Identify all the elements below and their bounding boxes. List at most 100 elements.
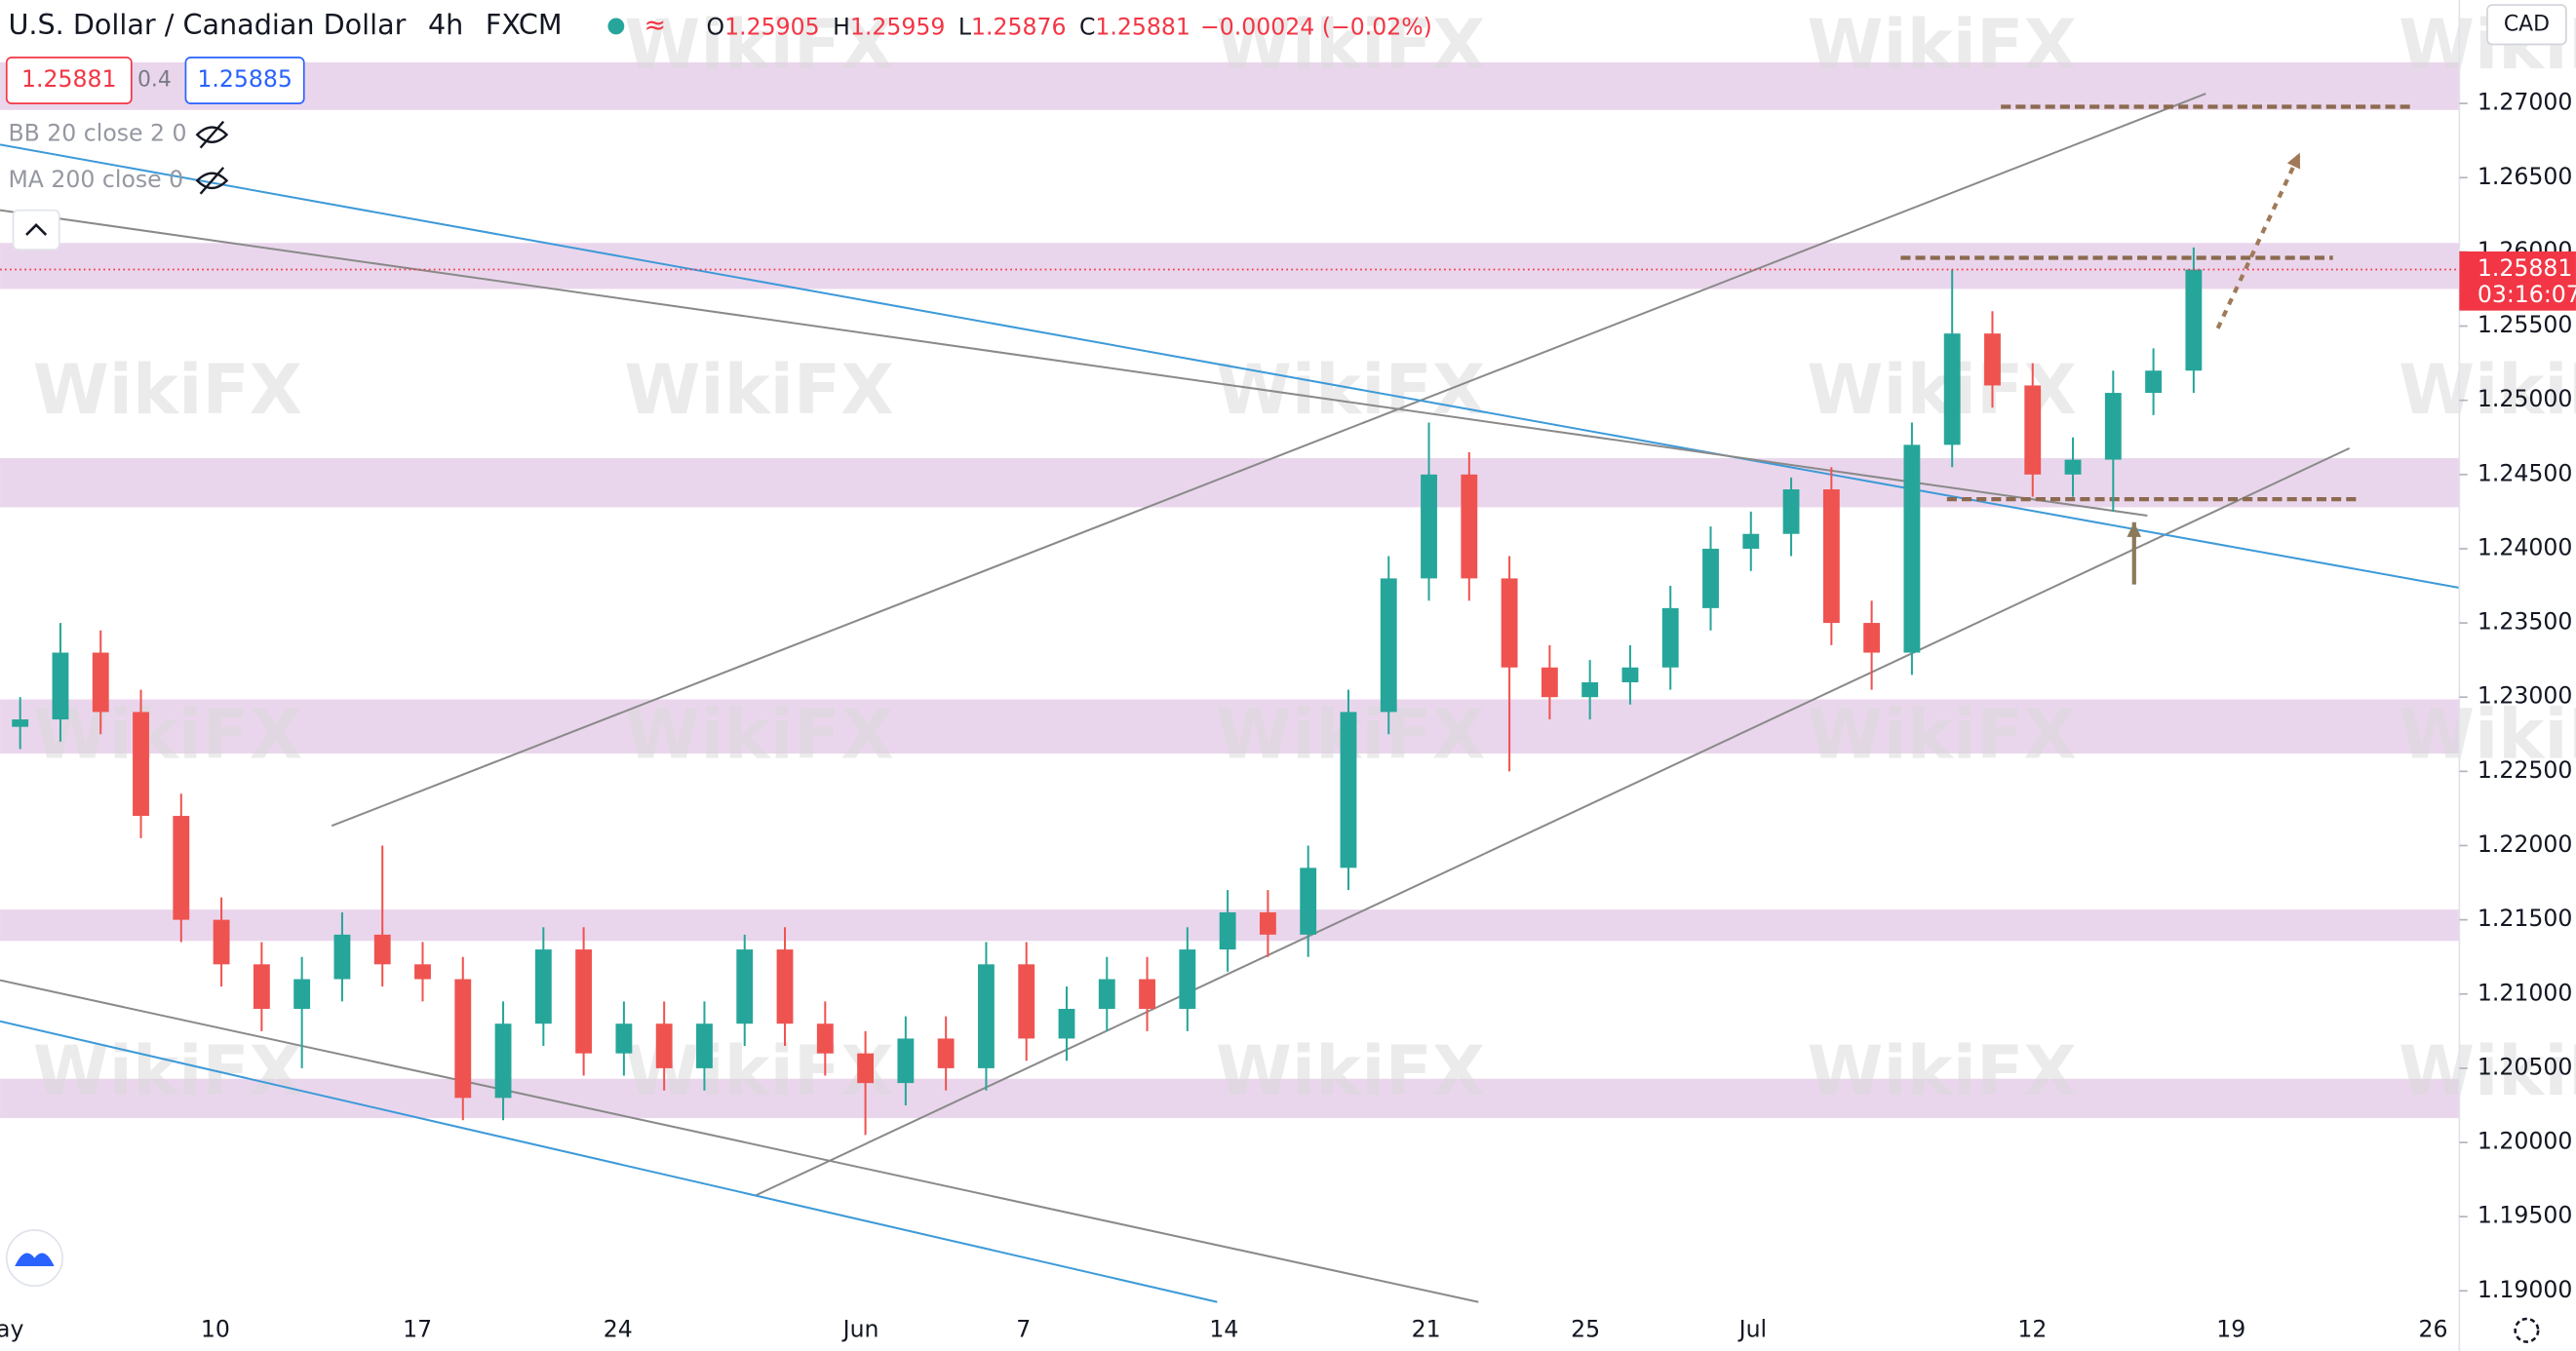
ask-price[interactable]: 1.25885 [197,65,293,93]
candle-body [937,1038,955,1068]
watermark: WikiFX [33,694,302,775]
watermark: WikiFX [33,1030,302,1111]
candle-body [1380,578,1397,713]
candle-body [2104,393,2122,460]
ohlc-value: 1.25905 [724,13,820,40]
candle-body [897,1038,915,1084]
ohlc-key: O [707,13,725,40]
candle-body [133,712,149,817]
candle-body [373,934,391,965]
y-tick-label: 1.20500 [2478,1053,2573,1080]
watermark: WikiFX [1807,4,2076,85]
candle-body [1661,607,1679,668]
bid-price[interactable]: 1.25881 [21,65,117,93]
arrow-head [2127,521,2142,537]
overlay: U.S. Dollar / Canadian Dollar 4h FXCM ≈ … [5,4,2567,1343]
watermark: WikiFX [624,349,893,430]
y-tick-label: 1.23000 [2478,682,2573,710]
last-price-box [2459,251,2576,311]
y-tick-label: 1.25000 [2478,385,2573,412]
currency-button[interactable] [2486,4,2567,46]
ohlc-value: 1.25876 [971,13,1067,40]
watermark: WikiFX [624,4,893,85]
last-price-label: 1.25881 [2478,254,2573,282]
candle-body [293,979,311,1009]
watermark: WikiFX [2399,1030,2576,1111]
hide-icons[interactable] [195,120,229,195]
y-tick-label: 1.20000 [2478,1128,2573,1155]
candle-body [12,719,29,727]
source[interactable]: FXCM [486,8,563,41]
indicator-label[interactable]: MA 200 close 0 [8,166,183,193]
candle-body [1742,533,1760,549]
countdown: 03:16:07 [2478,281,2576,308]
logo[interactable] [15,1253,55,1267]
candle-body [1501,578,1518,668]
candle-body [1702,548,1719,608]
watermark: WikiFX [1216,4,1485,85]
candle-body [1098,979,1115,1009]
arrow [2215,151,2302,329]
change: −0.00024 (−0.02%) [1200,13,1432,40]
trend-line [0,209,2148,517]
candle-body [1863,623,1881,653]
x-tick-label: 14 [1209,1315,1238,1342]
watermark: WikiFX [1807,694,2076,775]
y-tick-label: 1.21500 [2478,905,2573,932]
data-icon[interactable]: ≈ [644,10,667,40]
zone [0,457,2460,508]
candle-body [1621,667,1639,682]
ohlc-key: H [833,13,850,40]
candle-body [615,1023,633,1054]
candle-body [1219,912,1236,950]
watermark: WikiFX [624,694,893,775]
buy-box[interactable] [184,57,305,104]
candle-body [1822,489,1840,624]
market-status[interactable] [607,18,625,35]
zone [0,243,2460,290]
x-tick-label: 17 [403,1315,432,1342]
indicator-label[interactable]: BB 20 close 2 0 [8,120,186,147]
sell-box[interactable] [5,57,133,104]
collapse-button[interactable] [12,209,60,251]
x-tick-label: Jul [1737,1315,1767,1342]
candle-body [1058,1008,1075,1039]
candle-body [1259,912,1276,935]
watermark: WikiFX [2399,694,2576,775]
ohlc-key: C [1079,13,1095,40]
candle-body [2145,370,2163,394]
interval[interactable]: 4h [428,8,463,41]
header[interactable]: U.S. Dollar / Canadian Dollar 4h FXCM [8,8,562,41]
collapse-icon[interactable] [25,223,48,236]
candle-body [494,1023,512,1099]
x-tick-label: 12 [2017,1315,2047,1342]
currency[interactable]: CAD [2504,12,2550,36]
candle-body [1903,444,1921,653]
zone [0,1078,2460,1119]
x-tick-label: 10 [201,1315,230,1342]
settings-icon[interactable] [2514,1317,2540,1343]
candle-body [1782,489,1800,534]
candle-body [776,949,794,1024]
y-tick-label: 1.23500 [2478,608,2573,636]
symbol-title[interactable]: U.S. Dollar / Canadian Dollar [8,8,406,41]
x-tick-label: 21 [1412,1315,1441,1342]
y-tick-label: 1.19000 [2478,1276,2573,1303]
candle-body [2024,385,2042,475]
candle-body [2185,269,2203,371]
candle-body [92,652,109,713]
watermark: WikiFX [1216,1030,1485,1111]
x-tick-label: May [0,1315,23,1342]
candle-body [333,934,351,980]
candle-body [1340,712,1357,868]
x-tick-label: 24 [604,1315,633,1342]
candle-body [816,1023,834,1054]
candle-body [857,1053,875,1084]
y-tick-label: 1.22500 [2478,756,2573,784]
candle-body [52,652,69,720]
candle-body [1018,964,1035,1039]
x-tick-label: 19 [2216,1315,2245,1342]
y-tick-label: 1.24500 [2478,459,2573,486]
candle-body [2064,459,2082,475]
